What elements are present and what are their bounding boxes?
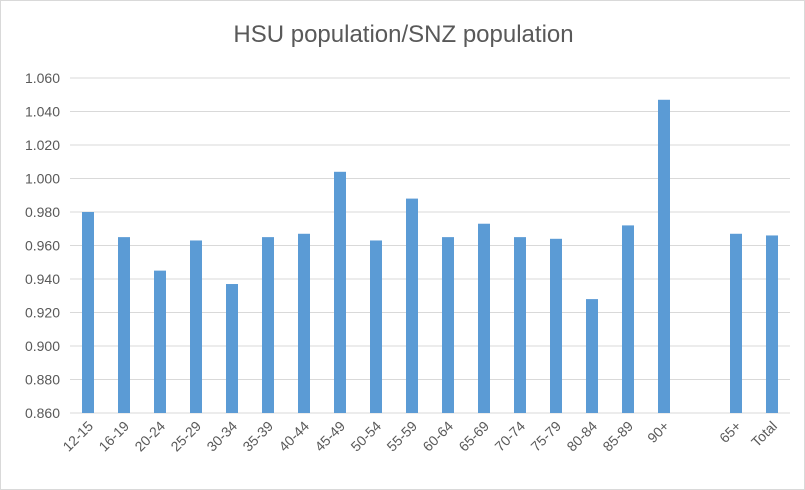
x-tick-label: 50-54 <box>347 418 384 455</box>
x-axis-ticks: 12-15 16-19 20-24 25-29 30-34 35-39 40-44 45-49… <box>59 418 780 455</box>
bar <box>550 238 562 413</box>
bar <box>298 233 310 413</box>
y-tick-label: 0.880 <box>25 372 60 388</box>
x-tick-label: 85-89 <box>599 418 636 455</box>
bar <box>370 240 382 413</box>
x-tick-label: 12-15 <box>59 418 96 455</box>
x-tick-label: 75-79 <box>527 418 564 455</box>
bar <box>478 223 490 413</box>
bar <box>262 237 274 413</box>
x-tick-label: 20-24 <box>131 418 168 455</box>
bar <box>118 237 130 413</box>
x-tick-label: 40-44 <box>275 418 312 455</box>
bar <box>154 270 166 413</box>
y-tick-label: 1.020 <box>25 137 60 153</box>
x-tick-label: 55-59 <box>383 418 420 455</box>
y-tick-label: 0.940 <box>25 271 60 287</box>
y-tick-label: 1.000 <box>25 171 60 187</box>
chart-title: HSU population/SNZ population <box>233 21 574 48</box>
x-tick-label: 80-84 <box>563 418 600 455</box>
bar <box>334 171 346 413</box>
x-tick-label: 35-39 <box>239 418 276 455</box>
gridlines <box>70 77 790 414</box>
bar <box>82 212 94 413</box>
bar <box>226 284 238 413</box>
x-tick-label: 65+ <box>716 418 744 446</box>
bar <box>406 198 418 413</box>
y-tick-label: 1.060 <box>25 70 60 86</box>
x-tick-label: Total <box>748 418 780 450</box>
bar <box>766 235 778 413</box>
bar <box>190 240 202 413</box>
y-tick-label: 0.900 <box>25 338 60 354</box>
bar <box>658 99 670 414</box>
x-tick-label: 45-49 <box>311 418 348 455</box>
bar <box>442 237 454 413</box>
x-tick-label: 16-19 <box>95 418 132 455</box>
x-tick-label: 30-34 <box>203 418 240 455</box>
bar <box>622 225 634 413</box>
bars <box>82 99 778 414</box>
y-axis-ticks: 0.860 0.880 0.900 0.920 0.940 0.960 0.980 1.000… <box>25 70 60 421</box>
y-tick-label: 0.920 <box>25 305 60 321</box>
y-tick-label: 0.980 <box>25 204 60 220</box>
x-tick-label: 25-29 <box>167 418 204 455</box>
bar <box>730 233 742 413</box>
bar <box>514 237 526 413</box>
y-tick-label: 1.040 <box>25 104 60 120</box>
y-tick-label: 0.860 <box>25 405 60 421</box>
x-tick-label: 70-74 <box>491 418 528 455</box>
x-tick-label: 65-69 <box>455 418 492 455</box>
y-tick-label: 0.960 <box>25 238 60 254</box>
bar <box>586 299 598 413</box>
x-tick-label: 90+ <box>644 418 672 446</box>
x-tick-label: 60-64 <box>419 418 456 455</box>
